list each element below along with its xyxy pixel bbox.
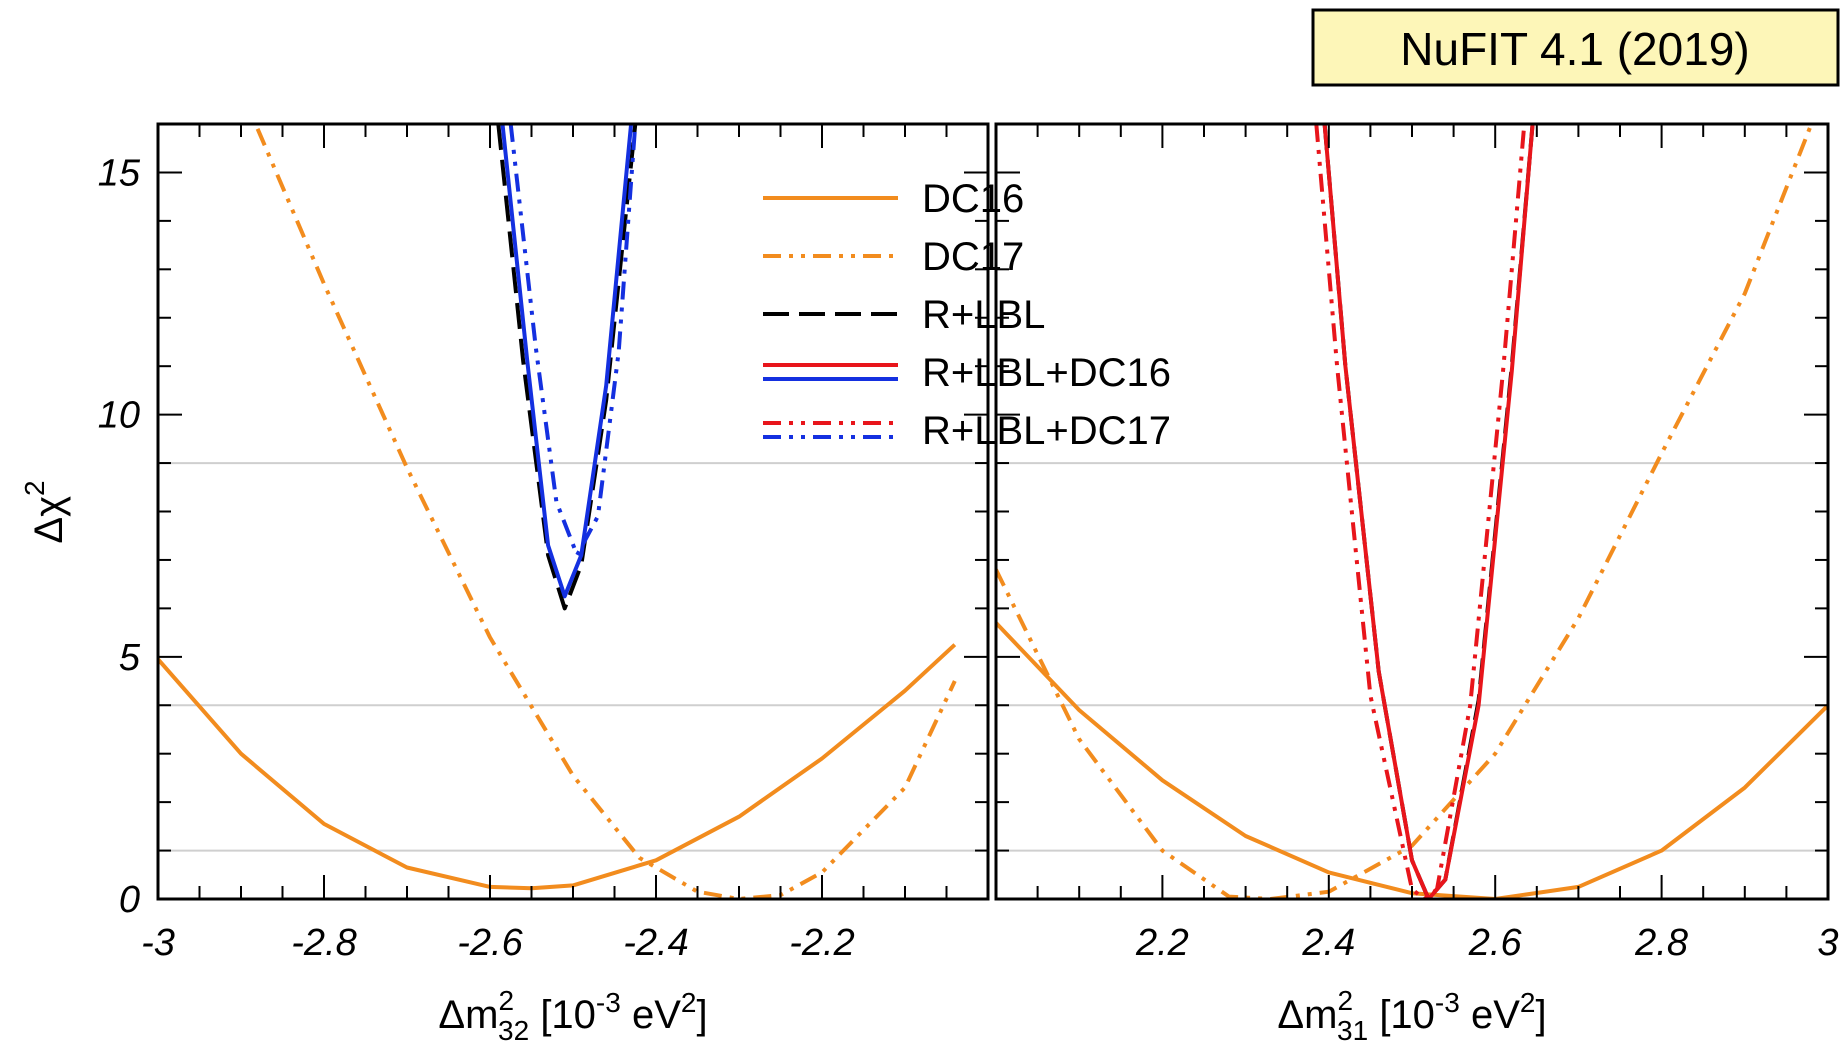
- series-line-r-lbl-dc17-left: [508, 124, 638, 558]
- plot-frame-right: [994, 122, 1830, 901]
- x-axis-title-right-part: eV: [1460, 993, 1520, 1037]
- x-tick-label-left: -3: [141, 922, 175, 964]
- version-badge: NuFIT 4.1 (2019): [1311, 8, 1840, 87]
- x-tick-label-right: 2.2: [1135, 922, 1189, 964]
- x-tick-label-left: -2.4: [623, 922, 688, 964]
- series-curves: [158, 124, 1828, 899]
- legend-label: R+LBL+DC16: [922, 351, 1171, 395]
- version-badge-text: NuFIT 4.1 (2019): [1400, 23, 1749, 75]
- series-line-dc17-right: [996, 124, 1814, 899]
- y-axis-title-base: Δχ: [27, 496, 71, 544]
- y-axis-title-sup: 2: [19, 480, 50, 496]
- legend: DC16 DC17 R+LBL R+LBL+DC16 R+LBL+DC17: [763, 177, 1171, 453]
- x-axis-title-right-part: ]: [1535, 993, 1546, 1037]
- y-tick-label: 15: [98, 152, 141, 194]
- y-axis-title: Δχ2: [19, 480, 71, 543]
- x-tick-label-right: 3: [1817, 922, 1838, 964]
- reference-lines: [158, 462, 1828, 852]
- x-axis-title-left-part: 2: [498, 985, 514, 1016]
- series-line-r-lbl-right: [1322, 124, 1535, 899]
- x-axis-title-left-part: ]: [696, 993, 707, 1037]
- x-axis-title-left-part: [10: [529, 993, 596, 1037]
- legend-label: R+LBL+DC17: [922, 409, 1171, 453]
- x-axis-title-right-part: 2: [1520, 987, 1536, 1018]
- x-axis-title-left-part: 2: [681, 987, 697, 1018]
- legend-label: R+LBL: [922, 293, 1045, 337]
- x-axis-title-right-part: 31: [1337, 1015, 1368, 1046]
- legend-label: DC16: [922, 177, 1024, 221]
- axis-titles: Δm2 32 [10-3 eV2] Δm2 31 [10-3 eV2]Δχ2: [19, 480, 1547, 1046]
- x-axis-title-left: Δm2 32 [10-3 eV2]: [438, 985, 707, 1046]
- x-axis-title-right-part: [10: [1368, 993, 1435, 1037]
- series-line-r-lbl-dc17-right: [1314, 124, 1527, 899]
- legend-label: DC17: [922, 235, 1024, 279]
- series-line-r-lbl-dc16-right: [1322, 124, 1535, 899]
- axis-ticks: -3 -2.8 -2.6 -2.4 -2.2 2.2 2.4 2.6 2.8 3 0 5 10 15: [98, 123, 1839, 964]
- x-axis-title-right-part: -3: [1435, 987, 1460, 1018]
- y-tick-label: 5: [119, 637, 141, 679]
- x-axis-title-right-part: 2: [1337, 985, 1353, 1016]
- x-tick-label-left: -2.6: [457, 922, 523, 964]
- x-tick-label-left: -2.8: [291, 922, 356, 964]
- y-tick-label: 10: [98, 395, 140, 437]
- x-axis-title-left-part: 32: [498, 1015, 529, 1046]
- x-tick-label-right: 2.6: [1468, 922, 1523, 964]
- x-tick-label-left: -2.2: [789, 922, 854, 964]
- x-tick-label-right: 2.4: [1301, 922, 1355, 964]
- series-line-dc16-left: [158, 643, 957, 891]
- plot-frame-left: [156, 122, 990, 901]
- series-line-r-lbl-left: [496, 124, 638, 611]
- version-badge-box: [1311, 8, 1840, 87]
- x-tick-label-right: 2.8: [1634, 922, 1688, 964]
- series-line-r-lbl-dc16-left: [500, 124, 634, 599]
- x-axis-title-right: Δm2 31 [10-3 eV2]: [1277, 985, 1546, 1046]
- x-axis-title-right-part: Δm: [1277, 993, 1337, 1037]
- x-axis-title-left-part: Δm: [438, 993, 498, 1037]
- series-line-dc17-left: [255, 128, 957, 899]
- y-tick-label: 0: [119, 879, 140, 921]
- x-axis-title-left-part: eV: [621, 993, 681, 1037]
- x-axis-title-left-part: -3: [596, 987, 621, 1018]
